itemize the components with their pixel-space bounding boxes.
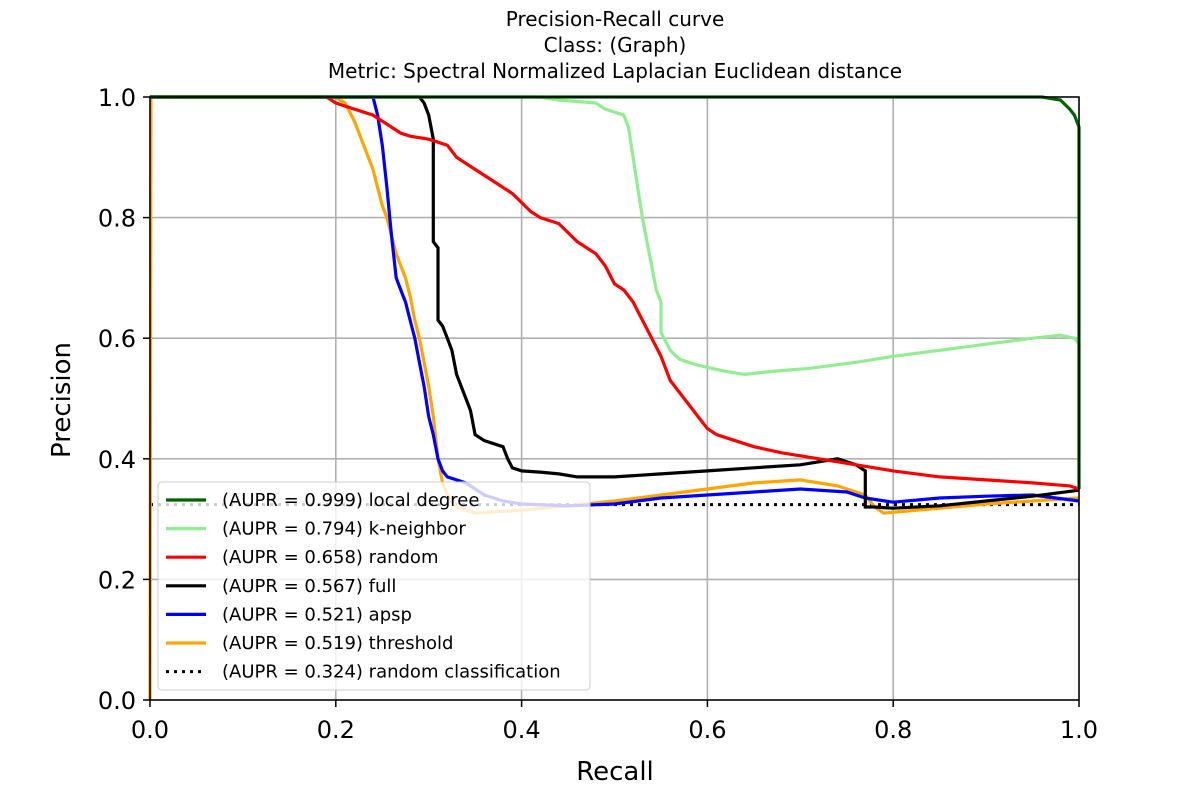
series-line-0 [150, 95, 1081, 489]
y-tick-label: 0.6 [98, 325, 136, 353]
x-tick-label: 0.4 [503, 716, 541, 744]
legend-label-0: (AUPR = 0.999) local degree [222, 490, 479, 511]
y-tick-label: 0.0 [98, 687, 136, 715]
x-tick-label: 0.6 [688, 716, 726, 744]
legend-label-5: (AUPR = 0.519) threshold [222, 633, 453, 654]
legend-label-2: (AUPR = 0.658) random [222, 547, 438, 568]
series-line-4 [150, 95, 1080, 508]
x-axis-ticks: 0.0 0.2 0.4 0.6 0.8 1.0 [131, 700, 1098, 744]
y-tick-label: 0.8 [98, 205, 136, 233]
x-tick-label: 0.0 [131, 716, 169, 744]
chart-title-line-1: Precision-Recall curve [506, 7, 725, 31]
y-tick-label: 0.2 [98, 566, 136, 594]
x-tick-label: 0.8 [874, 716, 912, 744]
legend-box [157, 481, 591, 691]
y-axis-ticks: 0.0 0.2 0.4 0.6 0.8 1.0 [98, 84, 150, 715]
y-tick-label: 0.4 [98, 446, 136, 474]
series-line-2 [150, 95, 1080, 491]
x-tick-label: 0.2 [317, 716, 355, 744]
plot-frame [149, 96, 1080, 701]
legend: (AUPR = 0.999) local degree (AUPR = 0.794… [157, 481, 591, 691]
chart-title: Precision-Recall curve Class: (Graph) Me… [328, 7, 902, 83]
y-axis-label: Precision [47, 342, 77, 458]
chart-title-line-3: Metric: Spectral Normalized Laplacian Eu… [328, 59, 902, 83]
x-axis-label: Recall [576, 757, 654, 787]
plot-series [148, 95, 1081, 701]
legend-label-1: (AUPR = 0.794) k-neighbor [222, 519, 466, 540]
y-tick-label: 1.0 [98, 84, 136, 112]
x-tick-label: 1.0 [1060, 716, 1098, 744]
legend-label-4: (AUPR = 0.521) apsp [222, 604, 412, 625]
legend-label-3: (AUPR = 0.567) full [222, 576, 396, 597]
legend-label-6: (AUPR = 0.324) random classification [222, 662, 561, 683]
series-line-3 [150, 95, 1080, 510]
series-line-1 [150, 95, 1081, 489]
chart-title-line-2: Class: (Graph) [544, 33, 687, 57]
